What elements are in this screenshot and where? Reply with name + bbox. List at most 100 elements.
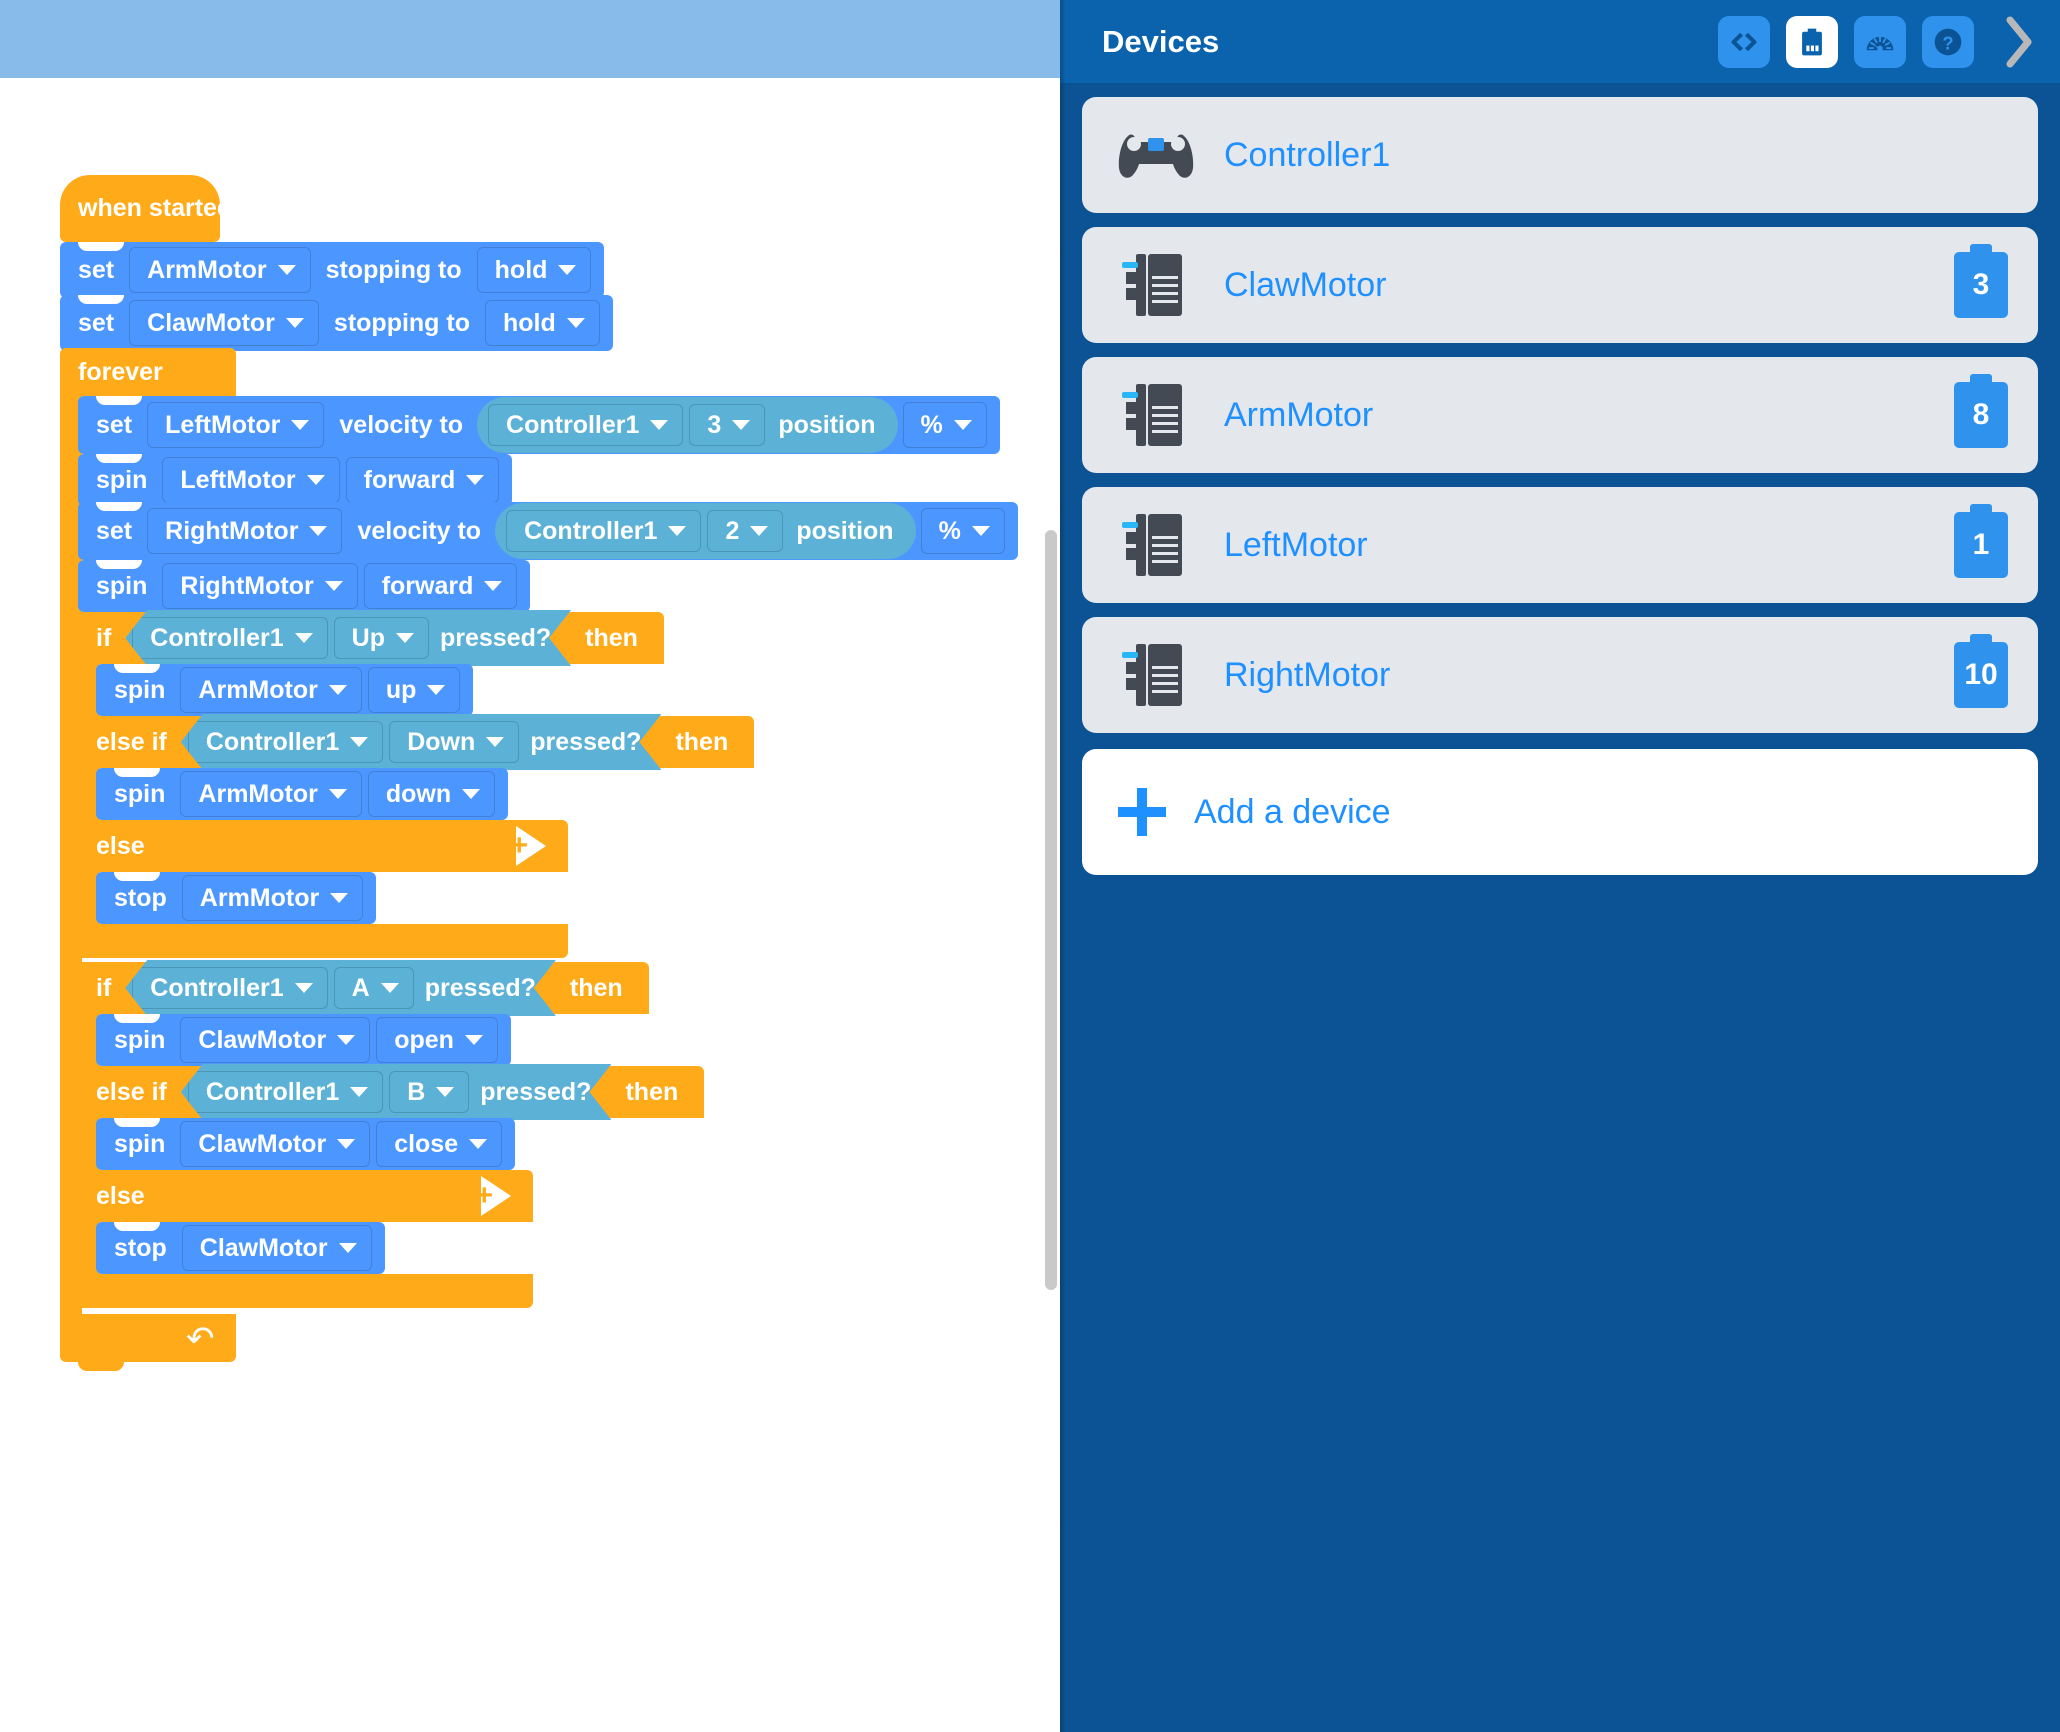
direction-dropdown-value: up: [385, 675, 417, 704]
block-spin-clawmotor-close[interactable]: spin ClawMotor close: [96, 1118, 516, 1170]
block-if-claw-a[interactable]: if Controller1 A pressed? then: [78, 962, 649, 1014]
help-icon[interactable]: ?: [1922, 15, 1974, 68]
direction-dropdown[interactable]: open: [376, 1017, 498, 1063]
rightmotor-dropdown[interactable]: RightMotor: [162, 563, 358, 609]
controller-dropdown[interactable]: Controller1: [488, 404, 684, 446]
direction-dropdown[interactable]: forward: [345, 457, 500, 503]
workspace-scrollbar-thumb[interactable]: [1045, 530, 1057, 1290]
add-else-plus-icon[interactable]: +: [475, 1179, 493, 1212]
armmotor-dropdown[interactable]: ArmMotor: [180, 771, 362, 817]
leftmotor-dropdown[interactable]: LeftMotor: [162, 457, 340, 503]
device-row-clawmotor[interactable]: ClawMotor 3: [1082, 227, 2038, 343]
condition-controller-down-pressed[interactable]: Controller1 Down pressed?: [181, 714, 662, 770]
block-spin-armmotor-up[interactable]: spin ArmMotor up: [96, 664, 474, 716]
block-spin-armmotor-down[interactable]: spin ArmMotor down: [96, 768, 509, 820]
block-spin-rightmotor[interactable]: spin RightMotor forward: [78, 560, 531, 612]
block-stop-clawmotor[interactable]: stop ClawMotor: [96, 1222, 385, 1274]
clawmotor-dropdown[interactable]: ClawMotor: [181, 1225, 372, 1271]
code-view-icon[interactable]: [1718, 15, 1770, 68]
add-else-plus-icon[interactable]: +: [510, 829, 528, 862]
block-spin-clawmotor-open[interactable]: spin ClawMotor open: [96, 1014, 511, 1066]
clawmotor-dropdown[interactable]: ClawMotor: [180, 1121, 371, 1167]
block-else-claw[interactable]: else +: [78, 1170, 533, 1222]
leftmotor-dropdown[interactable]: LeftMotor: [147, 402, 325, 448]
controller-dropdown[interactable]: Controller1: [188, 721, 383, 763]
device-name: ClawMotor: [1224, 265, 1387, 304]
stopping-mode-value: hold: [503, 308, 556, 337]
direction-dropdown[interactable]: up: [367, 667, 461, 713]
unit-dropdown[interactable]: %: [920, 508, 1005, 554]
devices-icon[interactable]: [1786, 15, 1838, 68]
add-device-button[interactable]: Add a device: [1082, 749, 2038, 875]
controller-dropdown-value: Controller1: [524, 516, 658, 545]
axis-dropdown[interactable]: 2: [707, 510, 784, 552]
direction-dropdown-value: forward: [381, 571, 474, 600]
armmotor-dropdown[interactable]: ArmMotor: [180, 667, 362, 713]
spin-label: spin: [114, 1129, 166, 1158]
set-label: set: [78, 255, 115, 284]
block-spin-leftmotor[interactable]: spin LeftMotor forward: [78, 454, 513, 506]
chevron-down-icon: [436, 1087, 454, 1097]
direction-dropdown[interactable]: forward: [363, 563, 518, 609]
chevron-down-icon: [277, 265, 296, 275]
if-label: if: [96, 623, 112, 652]
expand-else-arrow-icon[interactable]: [481, 1176, 511, 1216]
block-set-rightmotor-velocity[interactable]: set RightMotor velocity to Controller1 2: [78, 502, 1018, 560]
condition-controller-a-pressed[interactable]: Controller1 A pressed?: [125, 960, 556, 1016]
armmotor-dropdown-value: ArmMotor: [198, 779, 318, 808]
block-set-clawmotor-stopping[interactable]: set ClawMotor stopping to hold: [60, 295, 613, 351]
controller-dropdown[interactable]: Controller1: [506, 510, 702, 552]
chevron-down-icon: [350, 737, 368, 747]
button-dropdown[interactable]: Down: [389, 721, 519, 763]
axis-dropdown-value: 2: [725, 516, 740, 545]
block-set-armmotor-stopping[interactable]: set ArmMotor stopping to hold: [60, 242, 605, 298]
unit-dropdown[interactable]: %: [902, 402, 987, 448]
button-dropdown[interactable]: A: [334, 967, 414, 1009]
block-else-arm[interactable]: else +: [78, 820, 568, 872]
spin-label: spin: [114, 675, 166, 704]
forever-footer[interactable]: ↷: [60, 1314, 236, 1371]
chevron-down-icon: [337, 1035, 356, 1045]
condition-controller-b-pressed[interactable]: Controller1 B pressed?: [181, 1064, 612, 1120]
expand-else-arrow-icon[interactable]: [516, 826, 546, 866]
device-row-armmotor[interactable]: ArmMotor 8: [1082, 357, 2038, 473]
button-dropdown[interactable]: Up: [334, 617, 429, 659]
collapse-chevron-icon[interactable]: [2002, 13, 2036, 71]
block-if-arm-up[interactable]: if Controller1 Up pressed? then: [78, 612, 664, 664]
direction-dropdown[interactable]: down: [367, 771, 496, 817]
clawmotor-dropdown[interactable]: ClawMotor: [180, 1017, 371, 1063]
armmotor-dropdown[interactable]: ArmMotor: [181, 875, 364, 921]
device-row-rightmotor[interactable]: RightMotor 10: [1082, 617, 2038, 733]
block-forever-header[interactable]: forever: [60, 348, 236, 396]
controller-dropdown[interactable]: Controller1: [132, 617, 327, 659]
armmotor-dropdown[interactable]: ArmMotor: [129, 247, 311, 293]
button-dropdown[interactable]: B: [389, 1071, 469, 1113]
chevron-down-icon: [396, 633, 414, 643]
block-canvas[interactable]: when started set ArmMotor stopping to ho…: [0, 78, 1060, 1732]
reporter-controller-axis-position[interactable]: Controller1 2 position: [495, 503, 916, 559]
stopping-mode-dropdown[interactable]: hold: [485, 300, 600, 346]
block-elseif-claw-b[interactable]: else if Controller1 B pressed? then: [78, 1064, 705, 1120]
controller-dropdown[interactable]: Controller1: [132, 967, 327, 1009]
block-set-leftmotor-velocity[interactable]: set LeftMotor velocity to Controller1 3: [78, 396, 1000, 454]
block-when-started[interactable]: when started: [60, 175, 232, 251]
reporter-controller-axis-position[interactable]: Controller1 3 position: [477, 397, 898, 453]
then-label: then: [569, 973, 623, 1002]
monitor-gauge-icon[interactable]: [1854, 15, 1906, 68]
clawmotor-dropdown[interactable]: ClawMotor: [129, 300, 319, 346]
direction-dropdown[interactable]: close: [376, 1121, 503, 1167]
device-name: LeftMotor: [1224, 525, 1368, 564]
block-elseif-arm-down[interactable]: else if Controller1 Down pressed? then: [78, 714, 755, 770]
pressed-label: pressed?: [424, 973, 536, 1002]
rightmotor-dropdown[interactable]: RightMotor: [147, 508, 343, 554]
motor-icon: [1108, 380, 1204, 450]
block-stop-armmotor[interactable]: stop ArmMotor: [96, 872, 377, 924]
controller-dropdown[interactable]: Controller1: [188, 1071, 383, 1113]
axis-dropdown[interactable]: 3: [689, 404, 766, 446]
condition-controller-up-pressed[interactable]: Controller1 Up pressed?: [125, 610, 571, 666]
device-row-leftmotor[interactable]: LeftMotor 1: [1082, 487, 2038, 603]
block-workspace[interactable]: when started set ArmMotor stopping to ho…: [0, 0, 1060, 1732]
device-row-controller1[interactable]: Controller1: [1082, 97, 2038, 213]
stopping-mode-dropdown[interactable]: hold: [476, 247, 592, 293]
